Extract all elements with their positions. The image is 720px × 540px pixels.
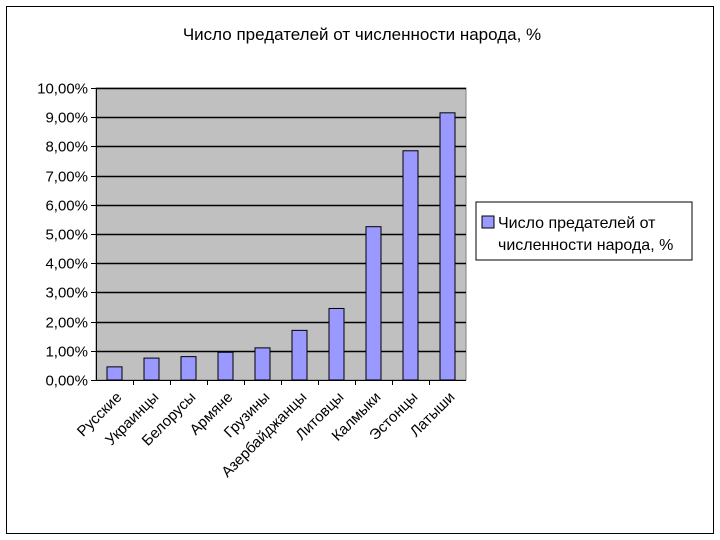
y-tick-label: 9,00% xyxy=(45,110,88,127)
y-tick-label: 4,00% xyxy=(45,256,88,273)
bar-10 xyxy=(439,112,456,381)
y-tick-label: 3,00% xyxy=(45,285,88,302)
bar-7 xyxy=(328,307,345,381)
bar-5 xyxy=(254,347,271,381)
y-tick-label: 7,00% xyxy=(45,169,88,186)
chart-title: Число предателей от численности народа, … xyxy=(183,25,541,44)
y-tick-label: 6,00% xyxy=(45,198,88,215)
bar-8 xyxy=(365,226,382,381)
y-tick-label: 1,00% xyxy=(45,344,88,361)
y-tick-label: 10,00% xyxy=(37,81,88,98)
bar-3 xyxy=(180,356,197,381)
bar-9 xyxy=(402,150,419,381)
plot-area: 0,00% 1,00% 2,00% 3,00% 4,00% 5,00% 6,00% 7,00%… xyxy=(37,81,467,481)
legend-label: численности народа, % xyxy=(498,237,673,254)
legend-label: Число предателей от xyxy=(498,215,656,232)
y-tick-label: 5,00% xyxy=(45,227,88,244)
bar-6 xyxy=(291,329,308,381)
legend-box xyxy=(475,201,693,261)
y-tick-label: 0,00% xyxy=(45,373,88,390)
bar-4 xyxy=(217,351,234,381)
legend-swatch xyxy=(481,215,495,229)
bar-2 xyxy=(143,357,160,381)
y-tick-label: 2,00% xyxy=(45,315,88,332)
bar-1 xyxy=(106,366,123,381)
legend: Число предателей от численности народа, % xyxy=(475,201,693,261)
y-tick-label: 8,00% xyxy=(45,139,88,156)
